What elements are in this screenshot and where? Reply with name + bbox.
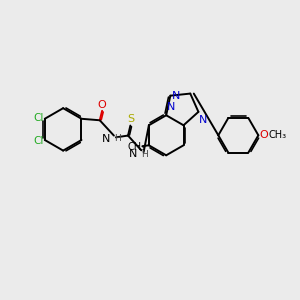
Text: O: O (98, 100, 106, 110)
Text: S: S (127, 114, 134, 124)
Text: N: N (199, 115, 207, 125)
Text: H: H (142, 150, 148, 159)
Text: H: H (114, 134, 121, 143)
Text: O: O (259, 130, 268, 140)
Text: N: N (129, 149, 137, 159)
Text: CH₃: CH₃ (268, 130, 286, 140)
Text: N: N (102, 134, 110, 144)
Text: Cl: Cl (33, 112, 43, 123)
Text: CH₃: CH₃ (128, 142, 146, 152)
Text: Cl: Cl (33, 136, 43, 146)
Text: N: N (172, 91, 181, 101)
Text: N: N (167, 102, 175, 112)
